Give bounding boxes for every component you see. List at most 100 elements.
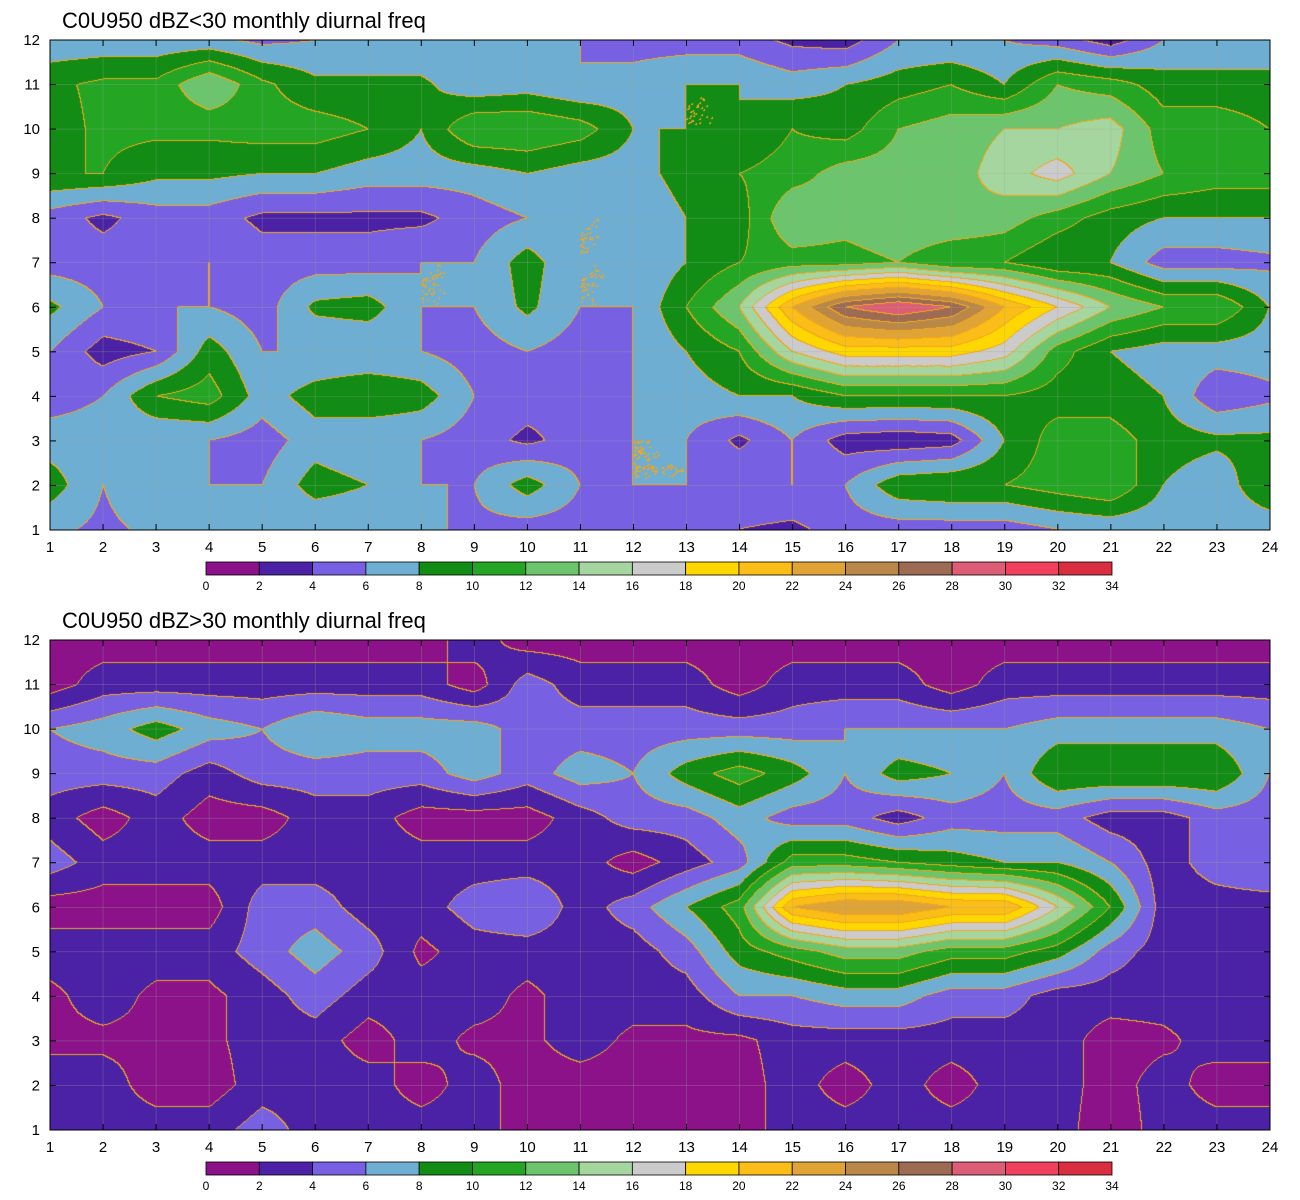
colorbar-swatch [631, 561, 687, 576]
x-tick-label: 5 [258, 539, 266, 556]
y-tick-label: 10 [23, 721, 40, 738]
colorbar-label: 8 [416, 579, 423, 593]
colorbar-label: 24 [839, 579, 853, 593]
x-tick-label: 24 [1262, 539, 1279, 556]
x-tick-label: 20 [1049, 539, 1066, 556]
colorbar-swatch [631, 1161, 687, 1176]
x-tick-label: 8 [417, 1139, 425, 1156]
y-tick-label: 3 [32, 433, 40, 450]
colorbar: 0 2 4 6 8 10 12 14 16 18 20 22 24 26 28 30 32 34 [203, 1161, 1119, 1193]
colorbar-label: 30 [999, 1179, 1013, 1193]
x-tick-label: 10 [519, 539, 536, 556]
y-tick-label: 7 [32, 255, 40, 272]
colorbar-swatch [418, 561, 473, 576]
colorbar-label: 20 [732, 579, 746, 593]
y-tick-label: 1 [32, 522, 40, 539]
colorbar-label: 26 [892, 579, 906, 593]
x-tick-label: 3 [152, 1139, 160, 1156]
colorbar-swatch [791, 561, 846, 576]
x-tick-label: 12 [625, 1139, 642, 1156]
colorbar-label: 30 [999, 579, 1013, 593]
colorbar-label: 34 [1105, 1179, 1119, 1193]
colorbar-swatch [951, 1161, 1006, 1176]
x-tick-label: 14 [731, 1139, 748, 1156]
x-tick-label: 4 [205, 539, 213, 556]
colorbar: 0 2 4 6 8 10 12 14 16 18 20 22 24 26 28 30 32 34 [203, 561, 1119, 593]
colorbar-swatch [312, 1161, 367, 1176]
y-tick-label: 12 [23, 632, 40, 649]
colorbar-label: 12 [519, 1179, 533, 1193]
x-tick-label: 7 [364, 1139, 372, 1156]
colorbar-swatch [1058, 1161, 1113, 1176]
y-tick-label: 6 [32, 899, 40, 916]
y-tick-label: 9 [32, 766, 40, 783]
plot-frame [49, 639, 1271, 1131]
y-tick-label: 12 [23, 32, 40, 49]
contour-chart-top: 1 2 3 4 5 6 7 8 9 10 11 12 13 14 15 16 17 18 19 20 21 22 23 241… [23, 32, 1279, 593]
x-tick-label: 23 [1209, 539, 1226, 556]
x-tick-label: 21 [1103, 1139, 1120, 1156]
colorbar-label: 2 [256, 1179, 263, 1193]
colorbar-label: 0 [203, 579, 210, 593]
x-tick-label: 11 [573, 1139, 589, 1156]
y-tick-label: 8 [32, 210, 40, 227]
y-tick-label: 3 [32, 1033, 40, 1050]
x-tick-label: 8 [417, 539, 425, 556]
y-tick-label: 6 [32, 299, 40, 316]
x-tick-label: 17 [890, 1139, 907, 1156]
x-tick-label: 1 [46, 1139, 54, 1156]
colorbar-label: 32 [1052, 1179, 1066, 1193]
y-tick-label: 9 [32, 166, 40, 183]
y-tick-label: 5 [32, 944, 40, 961]
colorbar-label: 2 [256, 579, 263, 593]
colorbar-swatch [845, 1161, 900, 1176]
colorbar-label: 28 [945, 579, 959, 593]
colorbar-swatch [685, 561, 740, 576]
grid-lines [49, 639, 1271, 1131]
contour-field [50, 640, 1270, 1130]
colorbar-label: 4 [309, 579, 316, 593]
y-tick-label: 2 [32, 1077, 40, 1094]
x-tick-label: 15 [784, 1139, 801, 1156]
y-tick-label: 11 [24, 677, 40, 694]
colorbar-swatch [791, 1161, 846, 1176]
colorbar-label: 14 [572, 1179, 586, 1193]
y-tick-label: 2 [32, 477, 40, 494]
x-tick-label: 10 [519, 1139, 536, 1156]
colorbar-label: 16 [626, 579, 640, 593]
x-tick-label: 9 [470, 539, 478, 556]
x-tick-label: 20 [1049, 1139, 1066, 1156]
x-tick-label: 18 [943, 539, 960, 556]
colorbar-label: 26 [892, 1179, 906, 1193]
colorbar-label: 10 [466, 579, 480, 593]
x-tick-label: 16 [837, 1139, 854, 1156]
x-tick-label: 13 [678, 1139, 695, 1156]
x-tick-label: 13 [678, 539, 695, 556]
x-tick-label: 2 [99, 539, 107, 556]
colorbar-swatch [1058, 561, 1113, 576]
colorbar-swatch [898, 1161, 953, 1176]
colorbar-swatch [951, 561, 1006, 576]
colorbar-label: 18 [679, 579, 693, 593]
colorbar-label: 18 [679, 1179, 693, 1193]
colorbar-swatch [898, 561, 953, 576]
colorbar-swatch [738, 1161, 793, 1176]
x-tick-label: 12 [625, 539, 642, 556]
colorbar-swatch [258, 561, 313, 576]
colorbar-label: 6 [363, 1179, 370, 1193]
y-tick-label: 10 [23, 121, 40, 138]
colorbar-label: 22 [786, 579, 800, 593]
colorbar-label: 32 [1052, 579, 1066, 593]
y-tick-label: 4 [32, 988, 40, 1005]
colorbar-swatch [205, 1161, 260, 1176]
x-tick-label: 24 [1262, 1139, 1279, 1156]
x-tick-label: 15 [784, 539, 801, 556]
colorbar-label: 34 [1105, 579, 1119, 593]
colorbar-label: 28 [945, 1179, 959, 1193]
colorbar-swatch [578, 561, 633, 576]
colorbar-swatch [685, 1161, 740, 1176]
colorbar-swatch [525, 561, 580, 576]
x-tick-label: 9 [470, 1139, 478, 1156]
contour-chart-bottom: 1 2 3 4 5 6 7 8 9 10 11 12 13 14 15 16 17 18 19 20 21 22 23 241… [23, 632, 1279, 1193]
